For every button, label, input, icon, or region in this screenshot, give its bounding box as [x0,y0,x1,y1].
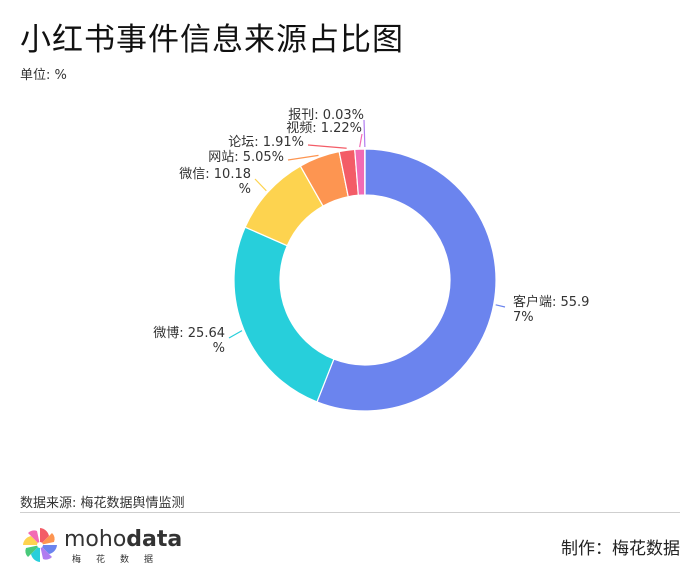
mohodata-logo: mohodata 梅花数据 [20,525,220,565]
logo-wordmark: mohodata [64,527,182,552]
leader-line-6 [359,133,363,148]
slice-label-6: 视频: 1.22% [286,121,362,136]
logo-subtext: 梅花数据 [72,555,169,565]
slice-1 [316,148,497,412]
slice-2 [233,226,335,403]
leader-line-1 [495,304,506,308]
slice-label-4: 网站: 5.05% [208,150,284,165]
leader-line-3 [254,178,267,192]
logo-word-bold: data [126,527,183,552]
leader-line-4 [287,154,319,161]
slice-label-5: 论坛: 1.91% [228,135,304,150]
credit-label: 制作：梅花数据 [561,539,680,559]
donut-chart: 客户端: 55.9 7% 微博: 25.64 % 微信: 10.18 % 网站: 5.05%… [153,108,589,412]
leader-line-7 [363,119,366,148]
slice-label-2: 微博: 25.64% [153,326,225,356]
chart-title: 小红书事件信息来源占比图 [20,22,404,58]
leader-line-5 [307,144,347,149]
unit-label: 单位: % [20,68,67,83]
slice-label-7: 报刊: 0.03% [288,108,364,123]
slice-label-1: 客户端: 55.9 7% [513,294,589,325]
leader-line-2 [228,330,243,339]
pinwheel-logo-icon [23,528,57,562]
data-source: 数据来源: 梅花数据舆情监测 [20,496,185,511]
slice-label-3: 微信: 10.18% [179,167,251,197]
footer-divider [20,512,680,513]
logo-word-light: moho [64,527,127,552]
